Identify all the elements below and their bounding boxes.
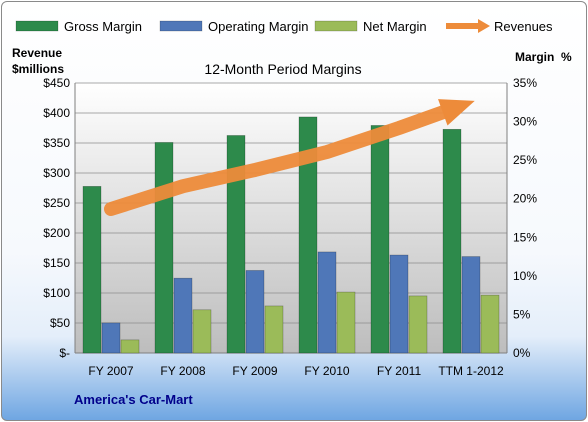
bar-net-margin: [480, 294, 500, 354]
right-tick-label: 10%: [513, 269, 537, 283]
bar-net-margin: [336, 291, 356, 354]
revenue-arrowhead: [438, 99, 475, 126]
right-tick-label: 15%: [513, 230, 537, 244]
legend-label: Gross Margin: [64, 19, 142, 34]
left-axis-ticks: $- $50 $100 $150 $200 $250 $300 $350 $400 $450: [43, 76, 70, 360]
plot-area: [75, 83, 507, 353]
legend-label: Operating Margin: [208, 19, 308, 34]
bar-net-margin: [264, 305, 284, 354]
bar-gross-margin: [442, 128, 462, 354]
left-tick-label: $400: [43, 106, 70, 120]
x-tick-label: FY 2008: [160, 364, 205, 378]
left-tick-label: $350: [43, 136, 70, 150]
legend-swatch-arrowhead: [478, 19, 490, 33]
x-tick-label: FY 2011: [377, 364, 422, 378]
bar-operating-margin: [101, 322, 121, 354]
right-tick-label: 30%: [513, 115, 537, 129]
legend-label: Net Margin: [363, 19, 427, 34]
x-axis-ticks: FY 2007 FY 2008 FY 2009 FY 2010 FY 2011 TTM 1…: [88, 364, 504, 378]
legend: Gross Margin Operating Margin Net Margin Re…: [15, 19, 553, 34]
bar-net-margin: [120, 339, 140, 354]
x-tick-label: FY 2010: [304, 364, 349, 378]
bar-operating-margin: [317, 251, 337, 354]
bar-gross-margin: [154, 142, 174, 354]
bar-operating-margin: [461, 256, 481, 354]
x-tick-label: FY 2009: [232, 364, 277, 378]
bar-operating-margin: [245, 270, 265, 354]
company-name: America's Car-Mart: [74, 392, 193, 407]
revenue-trend: [104, 99, 475, 216]
bar-gross-margin: [226, 135, 246, 354]
left-axis-title-line1: Revenue: [12, 46, 62, 60]
legend-swatch: [314, 20, 358, 32]
left-tick-label: $150: [43, 256, 70, 270]
left-tick-label: $300: [43, 166, 70, 180]
left-tick-label: $250: [43, 196, 70, 210]
left-tick-label: $100: [43, 286, 70, 300]
chart-title: 12-Month Period Margins: [204, 61, 361, 77]
bar-net-margin: [408, 295, 428, 354]
right-axis-ticks: 0% 5% 10% 15% 20% 25% 30% 35%: [513, 76, 537, 360]
bar-gross-margin: [82, 186, 102, 354]
left-tick-label: $-: [59, 346, 70, 360]
right-tick-label: 0%: [513, 346, 531, 360]
bar-gross-margin: [370, 125, 390, 354]
right-tick-label: 5%: [513, 307, 531, 321]
revenue-line: [104, 105, 450, 216]
left-tick-label: $50: [50, 316, 70, 330]
right-axis-title: Margin %: [515, 50, 572, 64]
legend-label: Revenues: [494, 19, 553, 34]
bar-gross-margin: [298, 116, 318, 354]
x-tick-label: FY 2007: [88, 364, 133, 378]
bar-net-margin: [192, 309, 212, 354]
right-tick-label: 25%: [513, 153, 537, 167]
left-tick-label: $450: [43, 76, 70, 90]
right-tick-label: 35%: [513, 76, 537, 90]
legend-swatch: [15, 20, 59, 32]
legend-swatch: [159, 20, 203, 32]
left-tick-label: $200: [43, 226, 70, 240]
left-axis-title-line2: $millions: [12, 62, 64, 76]
bar-operating-margin: [173, 277, 193, 354]
x-tick-label: TTM 1-2012: [438, 364, 504, 378]
right-tick-label: 20%: [513, 192, 537, 206]
bar-operating-margin: [389, 254, 409, 354]
